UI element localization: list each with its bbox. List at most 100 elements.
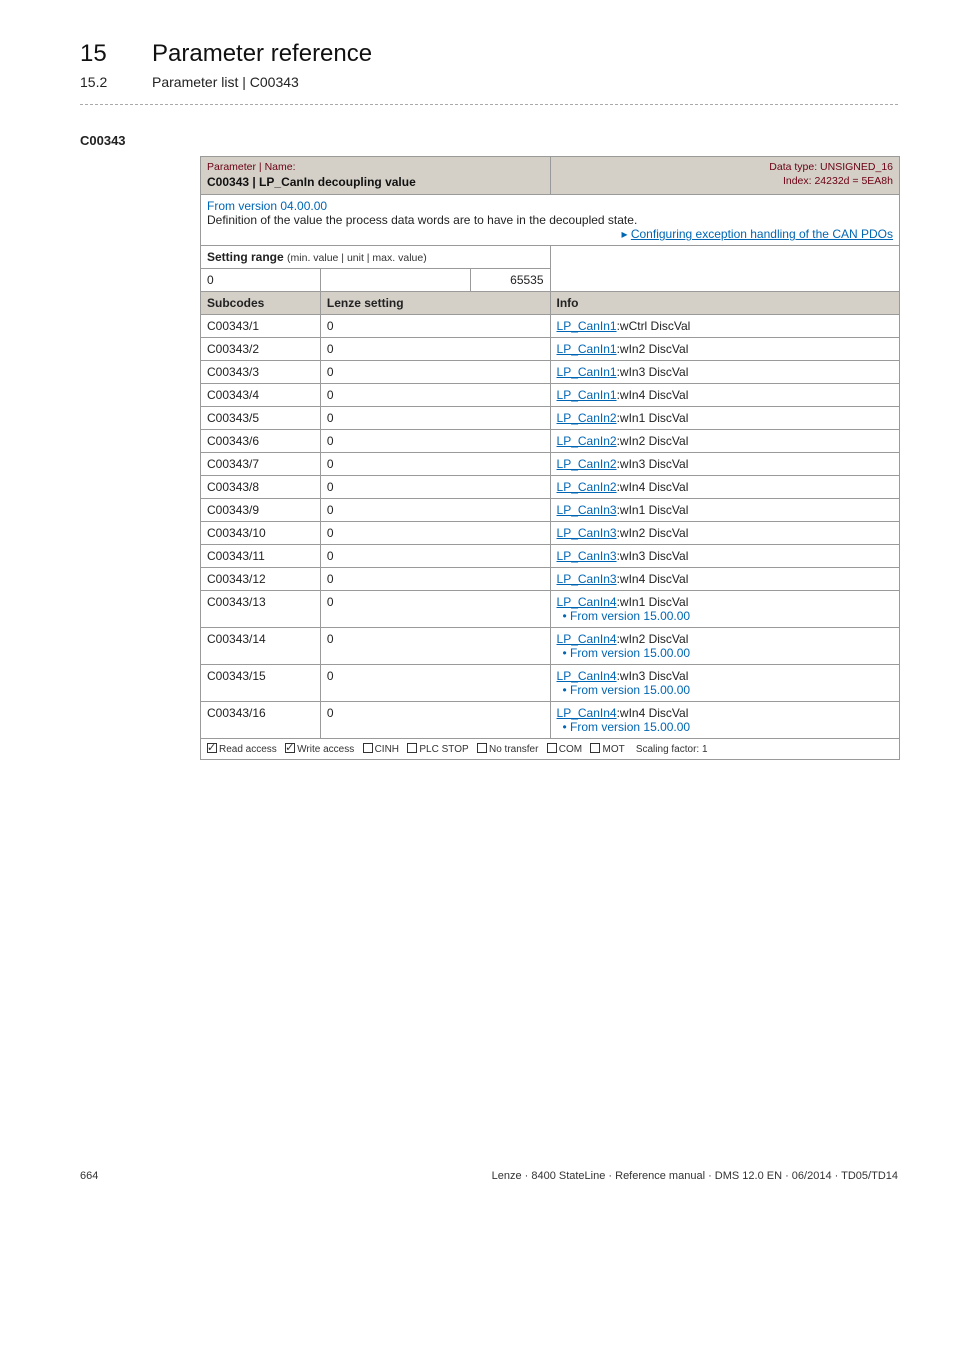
foot-notr: No transfer — [489, 744, 538, 755]
foot-mot: MOT — [602, 744, 624, 755]
lenze-cell: 0 — [320, 591, 550, 628]
subcode-cell: C00343/16 — [201, 702, 321, 739]
info-link[interactable]: LP_CanIn4 — [557, 632, 617, 646]
subcode-cell: C00343/11 — [201, 545, 321, 568]
setting-min: 0 — [201, 269, 321, 292]
info-cell: LP_CanIn1:wCtrl DiscVal — [550, 315, 899, 338]
lenze-cell: 0 — [320, 476, 550, 499]
info-link[interactable]: LP_CanIn3 — [557, 526, 617, 540]
page-footer: 664 Lenze · 8400 StateLine · Reference m… — [0, 1170, 954, 1206]
info-link[interactable]: LP_CanIn3 — [557, 572, 617, 586]
foot-read: Read access — [219, 744, 277, 755]
table-footer-cell: Read access Write access CINH PLC STOP N… — [201, 739, 900, 760]
checkbox-icon — [407, 743, 417, 753]
info-link[interactable]: LP_CanIn4 — [557, 669, 617, 683]
info-link[interactable]: LP_CanIn1 — [557, 365, 617, 379]
info-link[interactable]: LP_CanIn2 — [557, 480, 617, 494]
title-left-label: Parameter | Name: — [207, 161, 296, 173]
setting-range-paren: (min. value | unit | max. value) — [287, 252, 427, 264]
info-link[interactable]: LP_CanIn2 — [557, 411, 617, 425]
setting-range-header: Setting range (min. value | unit | max. … — [201, 246, 551, 269]
title-right-cell: Data type: UNSIGNED_16 Index: 24232d = 5… — [550, 157, 899, 195]
table-row: C00343/30LP_CanIn1:wIn3 DiscVal — [201, 361, 900, 384]
info-cell: LP_CanIn3:wIn3 DiscVal — [550, 545, 899, 568]
page-content: 15 Parameter reference 15.2 Parameter li… — [0, 0, 954, 790]
info-link[interactable]: LP_CanIn1 — [557, 342, 617, 356]
info-link[interactable]: LP_CanIn1 — [557, 319, 617, 333]
info-link[interactable]: LP_CanIn1 — [557, 388, 617, 402]
subsection-number: 15.2 — [80, 74, 124, 90]
lenze-cell: 0 — [320, 384, 550, 407]
lenze-cell: 0 — [320, 499, 550, 522]
divider — [80, 104, 898, 105]
table-row: C00343/120LP_CanIn3:wIn4 DiscVal — [201, 568, 900, 591]
checkbox-icon — [477, 743, 487, 753]
info-cell: LP_CanIn2:wIn3 DiscVal — [550, 453, 899, 476]
table-row: C00343/110LP_CanIn3:wIn3 DiscVal — [201, 545, 900, 568]
table-row: C00343/10LP_CanIn1:wCtrl DiscVal — [201, 315, 900, 338]
info-link[interactable]: LP_CanIn2 — [557, 434, 617, 448]
blank-cell — [550, 269, 899, 292]
table-row: C00343/90LP_CanIn3:wIn1 DiscVal — [201, 499, 900, 522]
desc-right-link[interactable]: ▸ Configuring exception handling of the … — [207, 227, 893, 241]
setting-max: 65535 — [470, 269, 550, 292]
info-cell: LP_CanIn4:wIn2 DiscVal• From version 15.… — [550, 628, 899, 665]
checkbox-icon — [285, 743, 295, 753]
subcode-cell: C00343/6 — [201, 430, 321, 453]
table-footer-row: Read access Write access CINH PLC STOP N… — [201, 739, 900, 760]
info-extra: • From version 15.00.00 — [557, 720, 691, 734]
table-row: C00343/100LP_CanIn3:wIn2 DiscVal — [201, 522, 900, 545]
info-link[interactable]: LP_CanIn2 — [557, 457, 617, 471]
lenze-cell: 0 — [320, 628, 550, 665]
subcodes-col-header: Subcodes — [201, 292, 321, 315]
subcode-cell: C00343/4 — [201, 384, 321, 407]
info-link[interactable]: LP_CanIn4 — [557, 706, 617, 720]
subcode-cell: C00343/9 — [201, 499, 321, 522]
setting-range-header-row: Setting range (min. value | unit | max. … — [201, 246, 900, 269]
foot-cinh: CINH — [375, 744, 399, 755]
lenze-cell: 0 — [320, 430, 550, 453]
info-cell: LP_CanIn1:wIn4 DiscVal — [550, 384, 899, 407]
subcode-cell: C00343/15 — [201, 665, 321, 702]
info-cell: LP_CanIn3:wIn1 DiscVal — [550, 499, 899, 522]
info-cell: LP_CanIn2:wIn4 DiscVal — [550, 476, 899, 499]
lenze-cell: 0 — [320, 522, 550, 545]
version-link[interactable]: From version 04.00.00 — [207, 199, 327, 213]
info-link[interactable]: LP_CanIn4 — [557, 595, 617, 609]
subcode-cell: C00343/8 — [201, 476, 321, 499]
info-cell: LP_CanIn1:wIn3 DiscVal — [550, 361, 899, 384]
table-row: C00343/140LP_CanIn4:wIn2 DiscVal• From v… — [201, 628, 900, 665]
info-cell: LP_CanIn3:wIn4 DiscVal — [550, 568, 899, 591]
table-row: C00343/130LP_CanIn4:wIn1 DiscVal• From v… — [201, 591, 900, 628]
info-cell: LP_CanIn4:wIn1 DiscVal• From version 15.… — [550, 591, 899, 628]
index-label: Index: 24232d = 5EA8h — [783, 175, 893, 187]
title-left-cell: Parameter | Name: C00343 | LP_CanIn deco… — [201, 157, 551, 195]
checkbox-icon — [547, 743, 557, 753]
setting-mid — [320, 269, 470, 292]
description-body: Definition of the value the process data… — [207, 213, 637, 227]
table-row: C00343/40LP_CanIn1:wIn4 DiscVal — [201, 384, 900, 407]
info-link[interactable]: LP_CanIn3 — [557, 503, 617, 517]
setting-range-values-row: 0 65535 — [201, 269, 900, 292]
table-row: C00343/160LP_CanIn4:wIn4 DiscVal• From v… — [201, 702, 900, 739]
lenze-cell: 0 — [320, 338, 550, 361]
info-cell: LP_CanIn2:wIn2 DiscVal — [550, 430, 899, 453]
table-row: C00343/60LP_CanIn2:wIn2 DiscVal — [201, 430, 900, 453]
checkbox-icon — [590, 743, 600, 753]
subsection-title: Parameter list | C00343 — [152, 74, 299, 90]
info-cell: LP_CanIn1:wIn2 DiscVal — [550, 338, 899, 361]
parameter-anchor: C00343 — [80, 133, 898, 148]
subsection-header: 15.2 Parameter list | C00343 — [80, 74, 898, 90]
info-link[interactable]: LP_CanIn3 — [557, 549, 617, 563]
info-cell: LP_CanIn4:wIn4 DiscVal• From version 15.… — [550, 702, 899, 739]
page-number: 664 — [80, 1170, 98, 1182]
table-row: C00343/70LP_CanIn2:wIn3 DiscVal — [201, 453, 900, 476]
lenze-col-header: Lenze setting — [320, 292, 550, 315]
table-row: C00343/80LP_CanIn2:wIn4 DiscVal — [201, 476, 900, 499]
lenze-cell: 0 — [320, 568, 550, 591]
blank-cell — [550, 246, 899, 269]
lenze-cell: 0 — [320, 361, 550, 384]
subcode-cell: C00343/14 — [201, 628, 321, 665]
table-title-row: Parameter | Name: C00343 | LP_CanIn deco… — [201, 157, 900, 195]
desc-link-text: Configuring exception handling of the CA… — [631, 227, 893, 241]
